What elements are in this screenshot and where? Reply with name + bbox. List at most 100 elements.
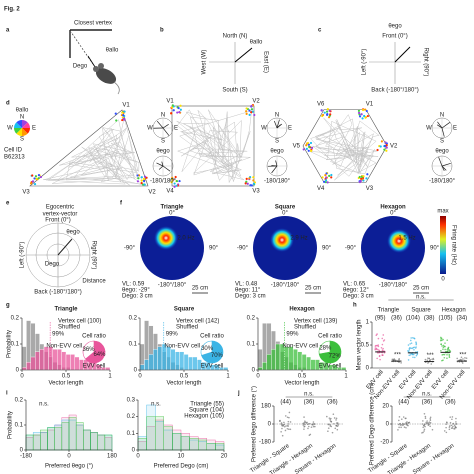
jitter-dot [327, 423, 330, 426]
spike [379, 145, 382, 148]
jitter-dot [281, 434, 284, 437]
x-tick-label: 0.5 [180, 374, 189, 380]
jitter-dot [442, 353, 445, 356]
panel-label: e [6, 201, 10, 207]
jitter-dot [448, 349, 450, 351]
spike [179, 108, 182, 111]
axis-label: Left (-90°) [20, 242, 26, 269]
spike [358, 115, 362, 118]
mouse-ear [98, 63, 104, 69]
vertex-label: V1 [166, 99, 174, 105]
spike [307, 149, 310, 152]
line [234, 47, 253, 63]
spike [33, 182, 37, 186]
y-tick-label: 0.1 [127, 431, 136, 437]
jitter-dot [376, 333, 378, 335]
jitter-dot [286, 425, 289, 427]
panel-label: a [6, 28, 10, 34]
label: (36) [327, 400, 338, 406]
label: 25 cm [192, 286, 208, 292]
label: θego [388, 24, 402, 30]
spike [136, 174, 139, 177]
jitter-dot [448, 428, 451, 431]
compass-wheel [16, 128, 22, 136]
mini-vector [162, 124, 169, 129]
axis-label: Left (-90°) [362, 49, 368, 76]
vertex-label: V6 [317, 101, 325, 107]
jitter-dot [383, 339, 386, 341]
label: Egocentric [46, 205, 74, 211]
label: Triangle [160, 205, 184, 211]
jitter-dot [446, 353, 448, 356]
spike [177, 106, 180, 110]
jitter-dot [382, 334, 385, 336]
jitter-dot [287, 423, 290, 425]
spike [308, 145, 311, 149]
hist-bar [52, 349, 58, 371]
spike [328, 109, 331, 112]
vertex-label: V3 [22, 190, 30, 196]
label: E [174, 126, 178, 132]
spike [306, 142, 310, 145]
jitter-dot [307, 427, 309, 430]
label: Cell ratio [200, 334, 224, 340]
hist-bar [157, 346, 163, 371]
label: -180°/180° [158, 283, 187, 289]
jitter-dot [330, 425, 333, 428]
hist-bar [39, 349, 45, 371]
label: (44) [280, 400, 291, 406]
jitter-dot [423, 423, 426, 426]
jitter-dot [440, 349, 442, 352]
spike [244, 182, 247, 185]
jitter-dot [406, 421, 408, 423]
compass-wheel [16, 120, 22, 128]
x-tick-label: 1 [226, 374, 230, 380]
label: Preferred θego (°) [45, 464, 93, 470]
legend-label: Hexagon (105) [184, 414, 224, 420]
hist-bar [189, 438, 199, 451]
jitter-dot [408, 349, 411, 351]
jitter-dot [331, 431, 334, 434]
jitter-dot [431, 358, 433, 361]
jitter-dot [398, 358, 400, 360]
pie-category: Non-EVV cell [46, 344, 82, 350]
spike [310, 146, 314, 149]
jitter-dot [375, 344, 377, 347]
spike [115, 119, 118, 122]
hist-bar [301, 354, 307, 371]
label: -90° [345, 246, 357, 252]
jitter-dot [407, 350, 409, 352]
jitter-dot [423, 428, 426, 431]
spike [123, 110, 126, 113]
jitter-dot [337, 424, 340, 426]
jitter-dot [451, 416, 454, 418]
mini-vector [162, 165, 171, 172]
spike [324, 174, 327, 177]
spike [361, 117, 364, 120]
label: θego [66, 230, 80, 236]
jitter-dot [423, 424, 425, 427]
line [394, 46, 411, 63]
y-tick-label: 0.1 [129, 342, 138, 348]
spike [31, 174, 34, 177]
label: 99% [52, 332, 65, 338]
jitter-dot [440, 343, 442, 345]
hist-bar [284, 346, 289, 371]
hist-bar [43, 346, 49, 371]
pie-category: Non-EVV cell [164, 344, 200, 350]
compass-wheel [22, 128, 30, 134]
mini-vector [441, 165, 447, 171]
spike [33, 177, 36, 180]
axis-label: Preferred Dego difference (cm) [370, 383, 376, 466]
jitter-dot [449, 416, 452, 418]
hist-bar [166, 346, 171, 371]
hist-bar [310, 359, 316, 371]
label: θego: -29° [122, 288, 150, 294]
y-tick-label: -180 [259, 440, 272, 446]
hist-bar [297, 351, 303, 371]
pie-label: 30% [201, 346, 214, 352]
label: (34) [456, 316, 467, 322]
hist-bar [144, 359, 149, 371]
spike [252, 182, 255, 185]
spike [137, 177, 140, 180]
